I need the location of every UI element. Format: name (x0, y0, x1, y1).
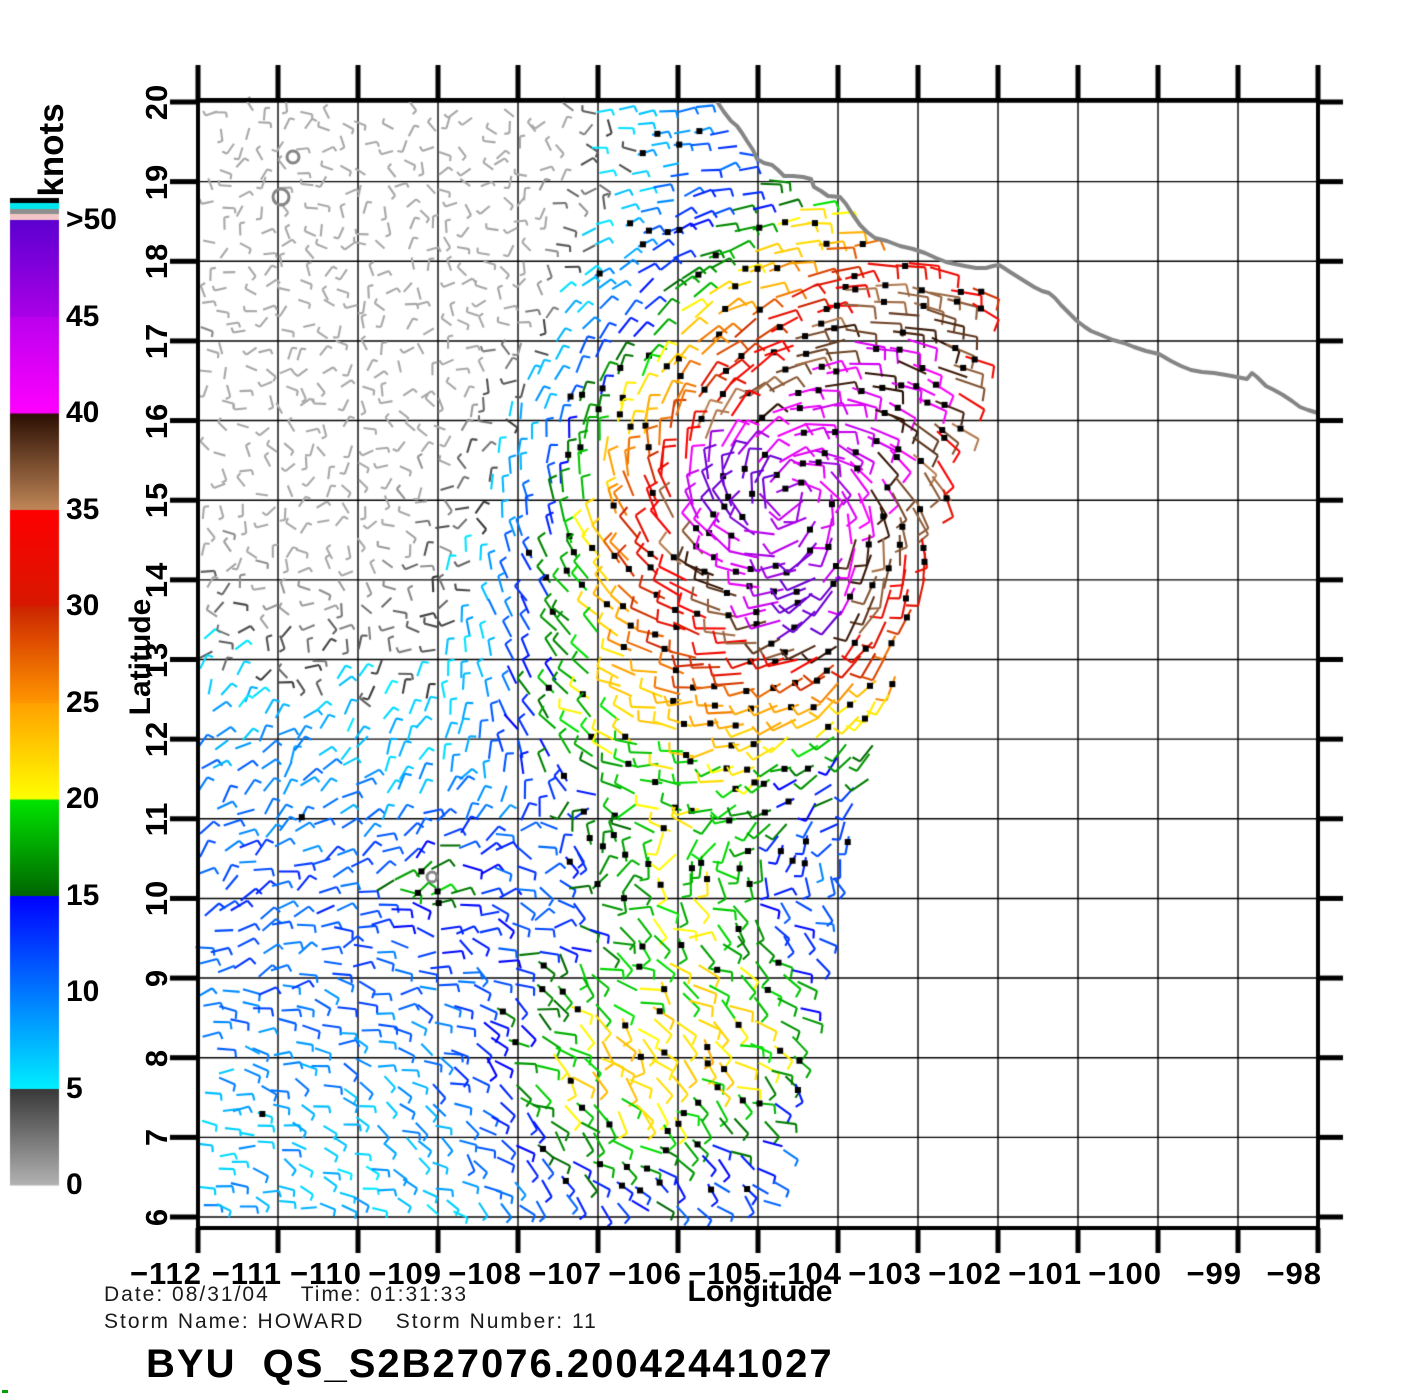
x-tick-label: −110 (289, 1256, 362, 1291)
x-tick-label: −105 (688, 1256, 762, 1291)
x-tick-label: −98 (1266, 1256, 1322, 1291)
colorbar-tick-label: 20 (66, 782, 100, 815)
colorbar-tick-label: 30 (66, 589, 100, 622)
x-tick-label: −107 (528, 1256, 602, 1291)
colorbar-tick-label: 35 (66, 492, 100, 526)
x-tick-label: −102 (928, 1256, 1002, 1291)
y-tick-label: 17 (139, 322, 174, 360)
y-tick-label: 11 (139, 801, 174, 837)
y-tick-label: 13 (139, 641, 174, 678)
x-tick-label: −111 (211, 1256, 282, 1291)
x-tick-label: −100 (1088, 1256, 1162, 1291)
x-tick-label: −99 (1186, 1256, 1242, 1291)
stray-mark (2, 1390, 8, 1393)
colorbar-tick-label: 5 (66, 1071, 83, 1105)
x-tick-label: −104 (768, 1256, 842, 1291)
x-tick-label: −106 (608, 1256, 682, 1291)
y-tick-label: 6 (139, 1207, 174, 1227)
y-tick-label: 19 (139, 163, 174, 200)
y-tick-label: 20 (139, 83, 174, 121)
x-tick-label: −108 (448, 1256, 522, 1291)
y-tick-label: 18 (139, 243, 174, 280)
colorbar-tick-label: >50 (66, 203, 117, 236)
x-tick-label: −112 (129, 1256, 202, 1291)
colorbar-tick-label: 10 (66, 975, 100, 1008)
x-tick-label: −103 (848, 1256, 922, 1291)
colorbar-units-label: knots (32, 103, 71, 197)
x-tick-label: −101 (1008, 1256, 1082, 1291)
y-tick-label: 15 (139, 481, 174, 519)
y-tick-label: 12 (139, 720, 174, 758)
x-axis-title: Longitude (687, 1275, 833, 1308)
plot-title: BYU QS_S2B27076.20042441027 (146, 1342, 834, 1386)
colorbar-tick-label: 40 (66, 396, 100, 429)
colorbar-tick-label: 15 (66, 878, 100, 912)
y-tick-label: 16 (139, 402, 174, 439)
y-tick-label: 10 (139, 880, 174, 917)
colorbar-tick-label: 25 (66, 685, 100, 719)
y-tick-label: 8 (139, 1048, 174, 1067)
colorbar-tick-label: 45 (66, 299, 100, 333)
colorbar-tick-label: 0 (66, 1168, 83, 1201)
y-tick-label: 7 (139, 1128, 174, 1147)
x-tick-label: −109 (368, 1256, 442, 1291)
date-time-text: Date: 08/31/04 Time: 01:31:33 (104, 1283, 469, 1306)
y-tick-label: 9 (139, 968, 174, 988)
y-tick-label: 14 (139, 561, 174, 599)
storm-info-text: Storm Name: HOWARD Storm Number: 11 (104, 1310, 598, 1333)
